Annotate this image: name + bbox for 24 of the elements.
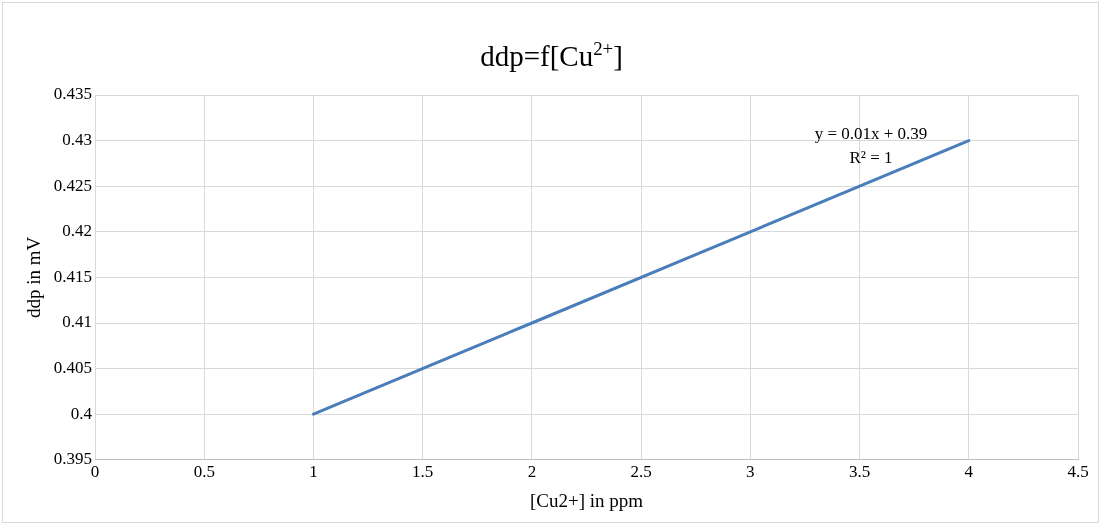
y-tick-label: 0.41 bbox=[62, 312, 93, 332]
annotation: R² = 1 bbox=[849, 148, 893, 168]
y-tick-label: 0.415 bbox=[53, 266, 93, 286]
y-tick-label: 0.4 bbox=[70, 403, 93, 423]
chart-title: ddp=f[Cu$^{2+}$] bbox=[479, 38, 624, 73]
y-tick-label: 0.435 bbox=[53, 84, 93, 104]
x-tick-label: 1 bbox=[309, 462, 318, 482]
x-tick-label: 3 bbox=[746, 462, 755, 482]
x-tick-label: 1.5 bbox=[412, 462, 434, 482]
y-tick-label: 0.425 bbox=[53, 175, 93, 195]
x-axis-title: [Cu2+] in ppm bbox=[529, 489, 644, 511]
x-tick-label: 2.5 bbox=[630, 462, 652, 482]
x-tick-label: 0 bbox=[90, 462, 100, 482]
x-tick-label: 3.5 bbox=[848, 462, 871, 482]
y-tick-label: 0.405 bbox=[53, 358, 93, 378]
y-tick-label: 0.42 bbox=[62, 221, 93, 241]
y-tick-label: 0.43 bbox=[62, 130, 93, 150]
x-tick-label: 2 bbox=[527, 462, 537, 482]
x-tick-label: 0.5 bbox=[193, 462, 215, 482]
y-tick-label: 0.395 bbox=[53, 449, 93, 469]
annotation: y = 0.01x + 0.39 bbox=[814, 124, 928, 144]
x-tick-label: 4 bbox=[964, 462, 974, 482]
y-axis-title: ddp in mV bbox=[23, 236, 45, 319]
x-tick-label: 4.5 bbox=[1067, 462, 1089, 482]
